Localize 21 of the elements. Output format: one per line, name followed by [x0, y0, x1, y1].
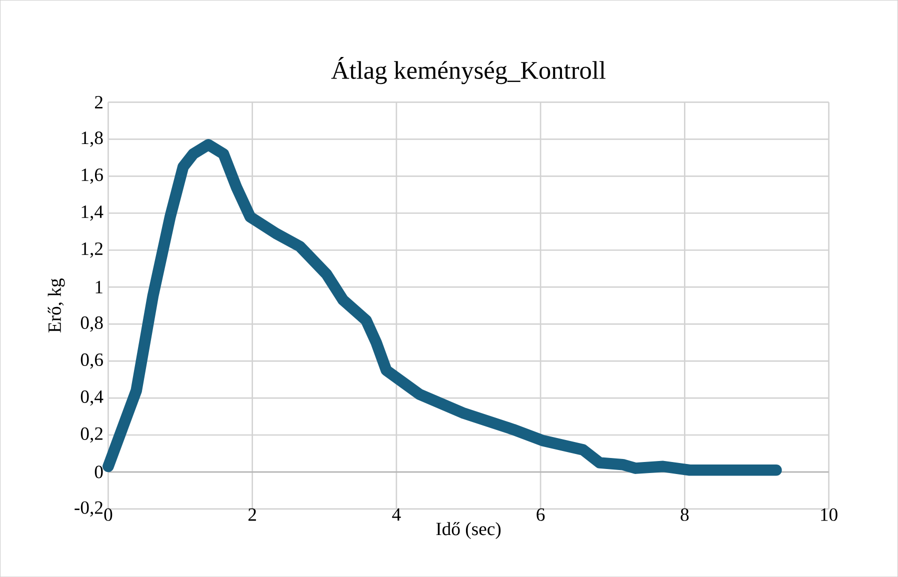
x-axis-title: Idő (sec)	[436, 522, 501, 539]
chart-title: Átlag keménység_Kontroll	[331, 56, 606, 84]
y-tick-label: 0	[94, 466, 103, 478]
x-tick-label: 10	[821, 508, 838, 521]
y-tick-label: 0,8	[80, 316, 103, 332]
y-tick-label: 0,6	[80, 353, 103, 369]
y-tick-label: 0,4	[80, 390, 104, 406]
x-tick-label: 8	[680, 508, 689, 521]
y-tick-label: 1,8	[82, 131, 103, 147]
y-tick-label: 2	[94, 96, 102, 108]
y-tick-label: 1	[96, 280, 102, 294]
x-tick-label: 0	[104, 508, 112, 521]
y-tick-label: -0,2	[74, 501, 102, 516]
y-tick-label: 0,2	[80, 427, 102, 443]
y-tick-label: 1,2	[82, 242, 102, 258]
y-axis-title: Erő, kg	[48, 278, 65, 332]
y-tick-label: 1,6	[82, 168, 103, 184]
x-tick-label: 4	[392, 508, 401, 521]
x-tick-label: 6	[536, 508, 545, 521]
y-tick-label: 1,4	[82, 205, 104, 221]
x-tick-label: 2	[248, 508, 256, 521]
